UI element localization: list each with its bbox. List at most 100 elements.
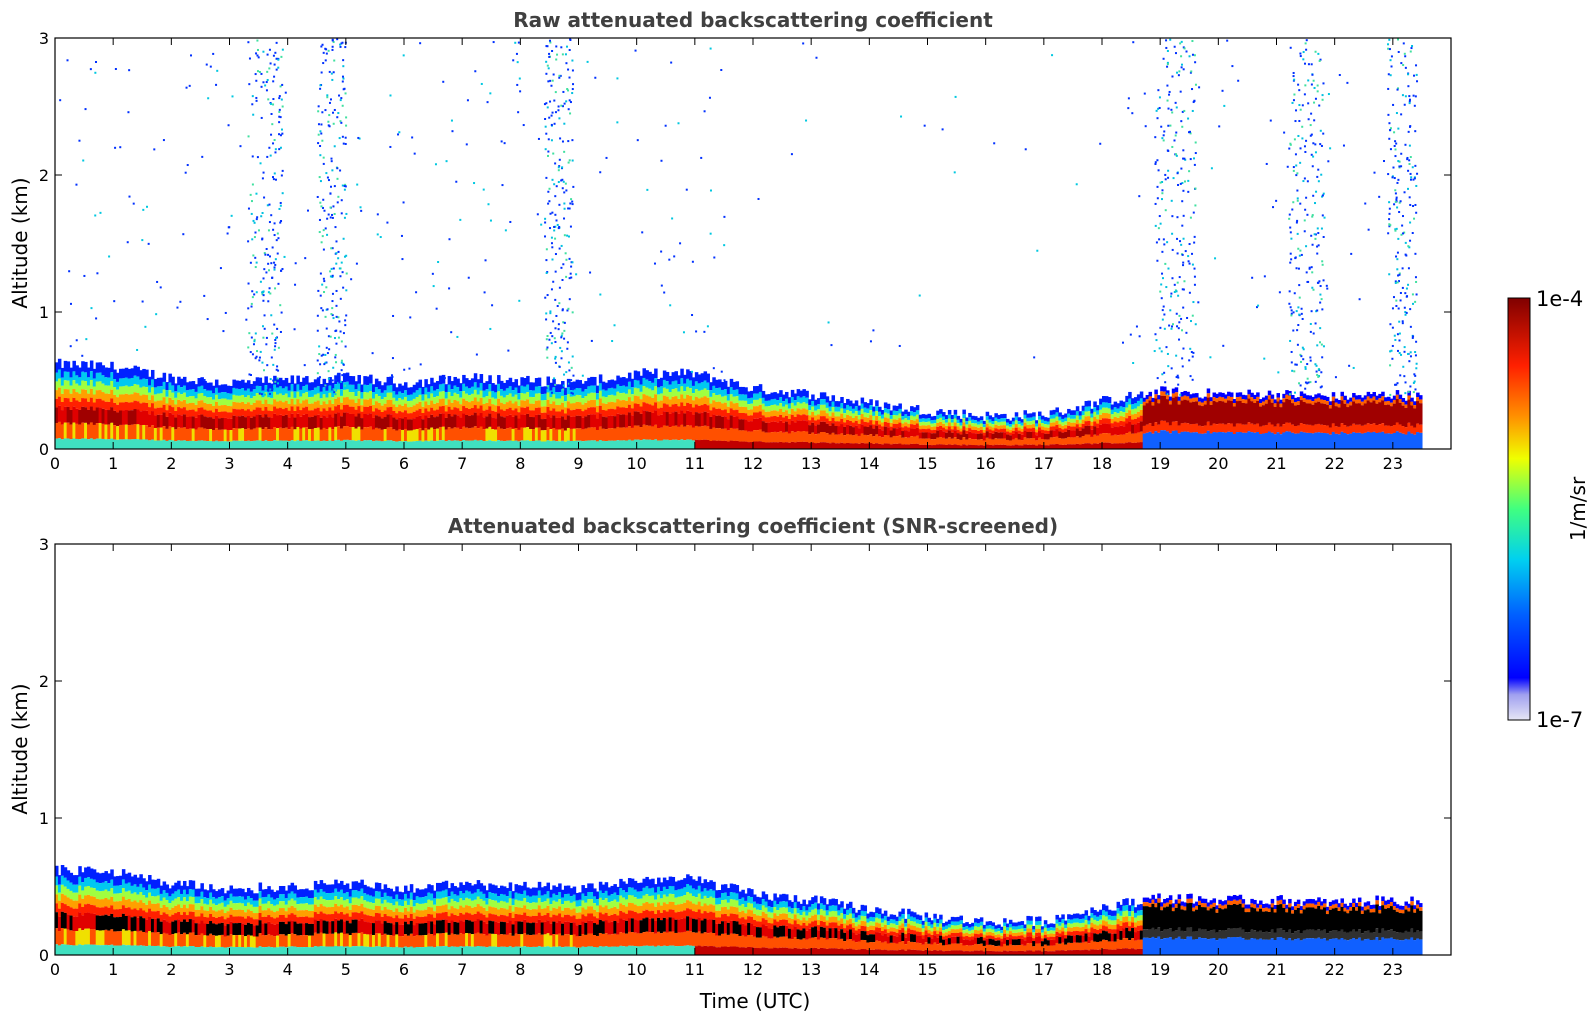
heatmap-cell	[651, 382, 655, 391]
heatmap-cell	[1064, 417, 1068, 422]
heatmap-cell	[456, 401, 460, 409]
heatmap-cell	[491, 383, 495, 391]
noise-speck	[262, 299, 265, 302]
heatmap-cell	[831, 401, 836, 408]
heatmap-cell	[101, 383, 106, 393]
heatmap-cell	[406, 394, 411, 402]
heatmap-cell	[997, 418, 1001, 423]
noise-speck	[564, 252, 567, 255]
heatmap-cell	[1343, 433, 1347, 449]
noise-speck	[1304, 84, 1307, 87]
heatmap-cell	[1052, 422, 1057, 427]
heatmap-cell	[840, 408, 844, 414]
heatmap-cell	[1407, 431, 1411, 449]
heatmap-cell	[601, 381, 606, 390]
heatmap-cell	[1273, 403, 1278, 407]
heatmap-cell	[1046, 430, 1051, 434]
heatmap-cell	[174, 441, 178, 449]
heatmap-cell	[840, 442, 844, 449]
heatmap-cell	[1259, 426, 1263, 435]
noise-speck	[1387, 47, 1390, 50]
heatmap-cell	[1349, 401, 1353, 406]
heatmap-cell	[988, 426, 993, 430]
heatmap-cell	[796, 431, 801, 442]
heatmap-cell	[976, 434, 981, 440]
noise-speck	[256, 48, 259, 51]
heatmap-cell	[860, 442, 865, 449]
noise-speck	[1292, 71, 1295, 74]
heatmap-cell	[389, 376, 393, 386]
noise-speck	[274, 345, 277, 348]
noise-speck	[251, 183, 254, 186]
noise-speck	[1320, 173, 1323, 176]
noise-speck	[557, 227, 560, 230]
noise-speck	[1318, 280, 1321, 283]
noise-speck	[1170, 108, 1173, 111]
heatmap-cell	[616, 406, 620, 414]
heatmap-cell	[258, 400, 263, 408]
heatmap-cell	[1235, 397, 1240, 402]
noise-speck	[274, 287, 277, 290]
heatmap-cell	[1276, 393, 1281, 398]
heatmap-cell	[1128, 391, 1132, 399]
heatmap-cell	[1038, 431, 1042, 438]
noise-speck	[554, 298, 557, 301]
heatmap-cell	[1363, 395, 1368, 400]
heatmap-cell	[447, 427, 452, 441]
noise-speck	[1297, 247, 1300, 250]
noise-speck	[342, 65, 345, 68]
heatmap-cell	[1308, 395, 1312, 400]
heatmap-cell	[1110, 427, 1115, 436]
heatmap-cell	[718, 401, 722, 409]
noise-speck	[1165, 392, 1168, 395]
heatmap-cell	[912, 412, 917, 417]
heatmap-cell	[1247, 398, 1251, 423]
heatmap-cell	[517, 385, 521, 394]
heatmap-cell	[255, 377, 260, 386]
noise-speck	[330, 160, 333, 163]
noise-speck	[249, 351, 252, 354]
heatmap-cell	[383, 417, 388, 430]
heatmap-cell	[406, 413, 411, 420]
heatmap-cell	[511, 396, 516, 404]
heatmap-cell	[1136, 406, 1141, 412]
heatmap-cell	[750, 415, 754, 422]
noise-speck	[1160, 198, 1163, 201]
heatmap-cell	[60, 385, 65, 394]
heatmap-cell	[601, 389, 606, 397]
heatmap-cell	[124, 393, 129, 402]
panel-raw-heatmap	[55, 38, 1423, 449]
heatmap-cell	[494, 411, 498, 419]
heatmap-cell	[1218, 392, 1222, 397]
heatmap-cell	[840, 418, 844, 425]
heatmap-cell	[1107, 433, 1112, 443]
heatmap-cell	[1247, 422, 1251, 432]
heatmap-cell	[342, 397, 347, 406]
heatmap-cell	[633, 379, 638, 388]
heatmap-cell	[328, 400, 332, 408]
noise-speck	[1181, 200, 1184, 203]
noise-speck	[1413, 104, 1416, 107]
heatmap-cell	[1323, 433, 1327, 449]
noise-speck	[1314, 143, 1317, 146]
noise-speck	[329, 192, 332, 195]
heatmap-cell	[110, 361, 114, 373]
heatmap-cell	[1215, 398, 1219, 403]
noise-speck	[320, 71, 323, 74]
heatmap-cell	[438, 384, 443, 392]
heatmap-cell	[1357, 424, 1362, 433]
heatmap-cell	[738, 400, 742, 407]
heatmap-cell	[558, 429, 562, 442]
heatmap-cell	[168, 390, 172, 398]
heatmap-cell	[587, 377, 591, 387]
heatmap-cell	[244, 382, 248, 391]
noise-speck	[69, 302, 72, 305]
heatmap-cell	[1384, 433, 1388, 449]
heatmap-cell	[1099, 404, 1103, 410]
noise-speck	[336, 177, 339, 180]
heatmap-cell	[1011, 433, 1016, 440]
noise-speck	[1292, 311, 1295, 314]
heatmap-cell	[214, 387, 219, 395]
heatmap-cell	[60, 401, 65, 411]
heatmap-cell	[1081, 410, 1086, 416]
